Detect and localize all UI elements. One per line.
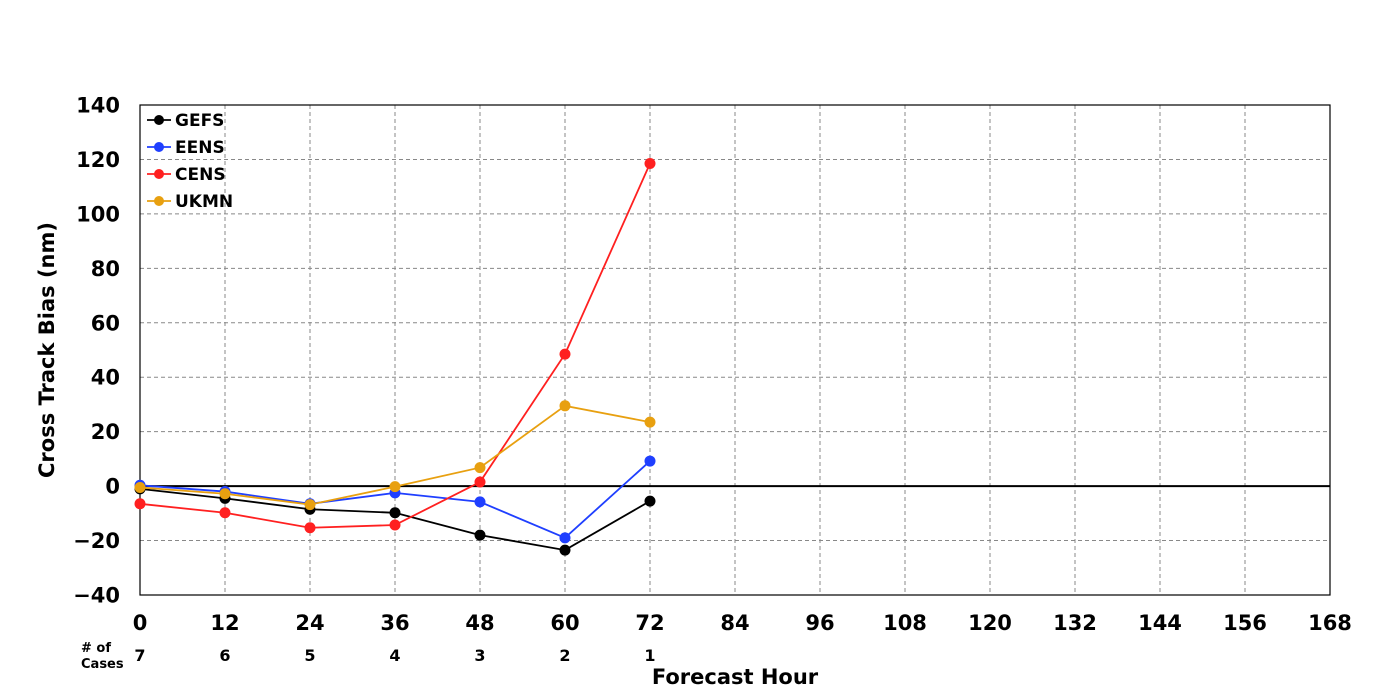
data-point <box>134 498 146 510</box>
legend-item: EENS <box>147 138 225 158</box>
legend-label: GEFS <box>175 111 224 131</box>
legend: GEFS EENS CENS UKMN <box>147 111 233 212</box>
y-tick-label: −20 <box>73 529 120 553</box>
series-cens <box>134 158 656 534</box>
x-tick-label: 108 <box>883 611 927 635</box>
grid-lines <box>140 105 1330 595</box>
y-tick-label: 0 <box>105 475 120 499</box>
y-tick-label: 140 <box>76 94 120 118</box>
case-count: 5 <box>304 646 315 665</box>
case-count: 1 <box>644 646 655 665</box>
data-point <box>134 481 146 493</box>
cases-row: 7 6 5 4 3 2 1 <box>134 646 655 665</box>
data-point <box>389 519 401 531</box>
x-tick-label: 120 <box>968 611 1012 635</box>
legend-label: CENS <box>175 165 226 185</box>
data-point <box>474 476 486 488</box>
case-count: 7 <box>134 646 145 665</box>
legend-item: CENS <box>147 165 226 185</box>
data-point <box>559 348 571 360</box>
x-tick-label: 168 <box>1308 611 1352 635</box>
data-point <box>644 416 656 428</box>
y-tick-label: 100 <box>76 202 120 226</box>
x-tick-label: 0 <box>133 611 148 635</box>
x-tick-label: 72 <box>635 611 664 635</box>
legend-swatch-marker <box>154 115 164 125</box>
data-point <box>559 544 571 556</box>
y-tick-labels: 140 120 100 80 60 40 20 0 −20 −40 <box>73 94 120 608</box>
data-point <box>474 529 486 541</box>
x-tick-label: 96 <box>805 611 834 635</box>
x-tick-label: 24 <box>295 611 324 635</box>
cases-header-line2: Cases <box>81 657 124 672</box>
y-tick-label: 40 <box>91 366 120 390</box>
y-tick-label: 120 <box>76 148 120 172</box>
plot-area <box>139 104 1331 596</box>
data-point <box>644 495 656 507</box>
legend-swatch-marker <box>154 196 164 206</box>
case-count: 2 <box>559 646 570 665</box>
x-axis-title: Forecast Hour <box>652 665 819 689</box>
legend-swatch-marker <box>154 169 164 179</box>
legend-label: EENS <box>175 138 225 158</box>
data-point <box>559 532 571 544</box>
x-tick-label: 12 <box>210 611 239 635</box>
data-point <box>219 488 231 500</box>
case-count: 4 <box>389 646 400 665</box>
x-tick-label: 156 <box>1223 611 1267 635</box>
y-tick-label: −40 <box>73 584 120 608</box>
y-tick-label: 80 <box>91 257 120 281</box>
case-count: 6 <box>219 646 230 665</box>
data-point <box>389 481 401 493</box>
x-tick-label: 132 <box>1053 611 1097 635</box>
x-tick-labels: 0 12 24 36 48 60 72 84 96 108 120 132 144 156 168 <box>133 611 1352 635</box>
data-point <box>644 158 656 170</box>
series-layer <box>134 158 656 556</box>
legend-label: UKMN <box>175 192 233 212</box>
x-tick-label: 36 <box>380 611 409 635</box>
data-point <box>304 522 316 534</box>
series-ukmn <box>134 400 656 511</box>
data-point <box>389 507 401 519</box>
legend-item: UKMN <box>147 192 233 212</box>
data-point <box>219 507 231 519</box>
x-tick-label: 60 <box>550 611 579 635</box>
x-tick-label: 48 <box>465 611 494 635</box>
y-tick-label: 60 <box>91 311 120 335</box>
x-tick-label: 144 <box>1138 611 1182 635</box>
data-point <box>474 496 486 508</box>
x-tick-label: 84 <box>720 611 749 635</box>
legend-item: GEFS <box>147 111 224 131</box>
data-point <box>304 499 316 511</box>
data-point <box>644 455 656 467</box>
data-point <box>474 462 486 474</box>
cases-header-line1: # of <box>81 641 111 656</box>
case-count: 3 <box>474 646 485 665</box>
legend-swatch-marker <box>154 142 164 152</box>
y-axis-title: Cross Track Bias (nm) <box>35 222 59 478</box>
data-point <box>559 400 571 412</box>
y-tick-label: 20 <box>91 420 120 444</box>
